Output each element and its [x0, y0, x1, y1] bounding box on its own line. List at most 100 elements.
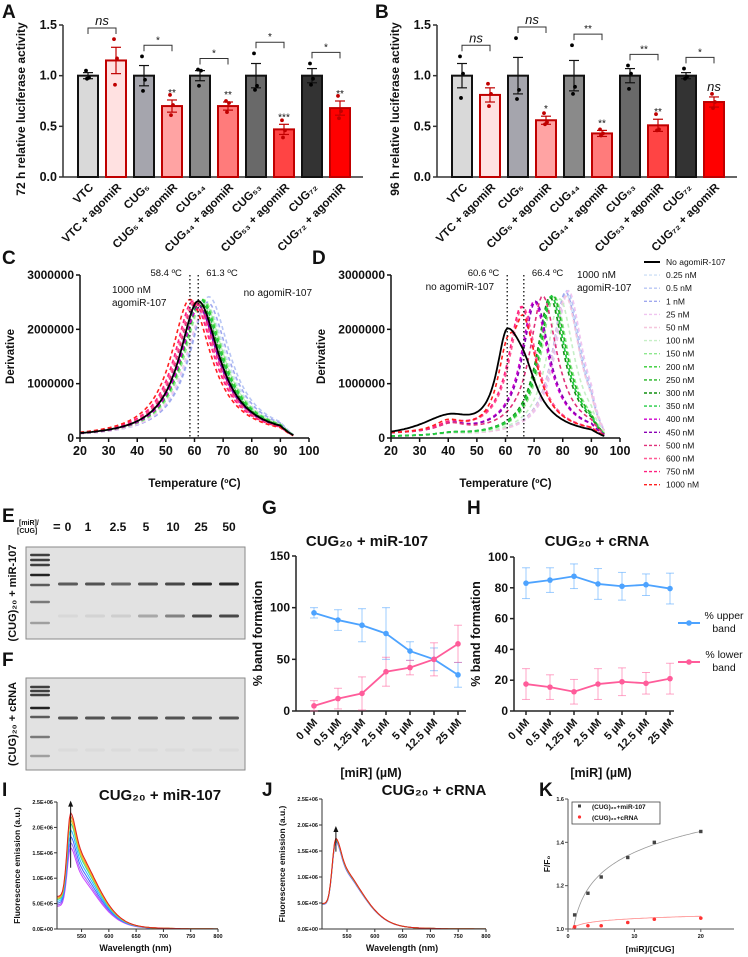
chart-title: CUG₂₀ + cRNA [545, 533, 650, 550]
data-point [383, 630, 389, 637]
data-point [595, 581, 601, 587]
x-tick-label: 90 [273, 444, 287, 458]
x-tick-label: 800 [213, 934, 222, 940]
y-axis-label: % band formation [251, 581, 265, 687]
data-point [336, 94, 340, 98]
y-tick-label: 1.0 [40, 69, 57, 83]
legend-label: 750 nM [666, 467, 694, 477]
y-tick-label: 0.0 [40, 170, 57, 184]
bar [591, 132, 613, 178]
legend-label: 50 nM [666, 323, 690, 333]
legend-label: 0.25 nM [666, 270, 697, 280]
upper-band [85, 582, 105, 586]
lower-band [138, 749, 158, 752]
data-point [517, 87, 521, 92]
x-tick-label: 60 [499, 444, 513, 458]
x-axis-label: Wavelength (nm) [366, 943, 438, 953]
fit-curve [572, 831, 700, 930]
data-point [486, 81, 490, 86]
y-tick-label: 40 [495, 642, 509, 656]
legend-marker [578, 804, 581, 808]
x-axis-label: [miR] (µM) [340, 766, 401, 780]
legend-label: 150 nM [666, 349, 694, 359]
conc-ratio-label: [CUG] [17, 528, 37, 535]
legend-label: 400 nM [666, 414, 694, 424]
legend-label: 100 nM [666, 336, 694, 346]
bar [301, 74, 323, 178]
upper-band [58, 582, 78, 586]
data-point [699, 829, 703, 834]
ladder-band [30, 553, 50, 557]
legend-label: % upper [704, 610, 744, 622]
data-point [627, 86, 631, 91]
y-tick-label: 0 [67, 431, 74, 445]
data-point [168, 93, 172, 97]
y-tick-label: 2.5E+06 [32, 800, 53, 806]
legend-label: 450 nM [666, 427, 694, 437]
y-axis-label: 96 h relative luciferase activity [388, 22, 402, 196]
x-axis-label: Wavelength (nm) [99, 943, 171, 953]
y-tick-label: 20 [495, 673, 509, 687]
significance-label: ** [336, 89, 344, 100]
y-tick-label: 50 [277, 652, 291, 666]
data-point [199, 68, 203, 73]
x-tick-label: 40 [130, 444, 144, 458]
x-tick-label: 60 [188, 444, 202, 458]
data-point [85, 76, 89, 81]
data-point [311, 76, 315, 81]
bracket-label: ns [95, 13, 109, 28]
data-point [489, 92, 493, 96]
x-tick-label: 20 [384, 444, 398, 458]
panel-letter: B [375, 2, 389, 23]
tm-label: 61.3 ºC [206, 268, 238, 279]
gel-image-E: (CUG)₂₀ + miR-107 [7, 545, 246, 641]
lower-band [165, 749, 185, 752]
x-tick-label: 550 [77, 934, 86, 940]
lower-band [58, 614, 78, 618]
y-tick-label: 1.0 [556, 927, 564, 933]
data-point [311, 610, 317, 616]
ladder-band [30, 715, 50, 719]
significance-label: ** [224, 90, 232, 101]
significance-bracket [311, 51, 341, 59]
data-point [643, 581, 649, 588]
data-point [599, 875, 603, 879]
y-tick-label: 1.5 [414, 18, 431, 32]
bar [77, 74, 99, 178]
legend-label: (CUG)₂₀+cRNA [592, 815, 638, 822]
upper-band [165, 582, 185, 586]
data-point [311, 703, 317, 709]
bracket-label: * [212, 48, 216, 59]
y-tick-label: 2000000 [27, 322, 74, 336]
conc-ratio-label: [miR]/ [19, 520, 39, 527]
data-point [626, 63, 630, 68]
upper-band [58, 716, 78, 720]
data-point [683, 76, 687, 81]
data-point [652, 917, 657, 922]
lane-label: 10 [166, 520, 180, 534]
data-point [643, 680, 649, 687]
data-point [629, 71, 633, 76]
curve-annotation: agomiR-107 [577, 283, 632, 294]
y-tick-label: 80 [495, 581, 509, 595]
melt-curve-series [390, 313, 605, 437]
bracket-label: * [156, 35, 160, 46]
upper-band [219, 582, 239, 586]
ladder-band [30, 621, 50, 625]
x-tick-label: 50 [470, 444, 484, 458]
lower-band [58, 749, 78, 752]
melt-curve-chart-D: 0 1000000 2000000 3000000 20 30 40 50 60 70 80 90 10… [316, 268, 632, 490]
bar [105, 59, 127, 178]
bracket-label: * [698, 47, 702, 58]
lane-label: 5 [143, 520, 150, 534]
data-point [652, 840, 657, 845]
significance-bracket [199, 57, 229, 65]
bar [189, 74, 211, 178]
x-tick-label: 700 [159, 934, 168, 940]
x-tick-label: 50 [159, 444, 173, 458]
y-tick-label: 1.4 [556, 840, 565, 846]
data-point [571, 573, 577, 580]
significance-label: * [544, 104, 548, 115]
data-point [711, 106, 715, 110]
